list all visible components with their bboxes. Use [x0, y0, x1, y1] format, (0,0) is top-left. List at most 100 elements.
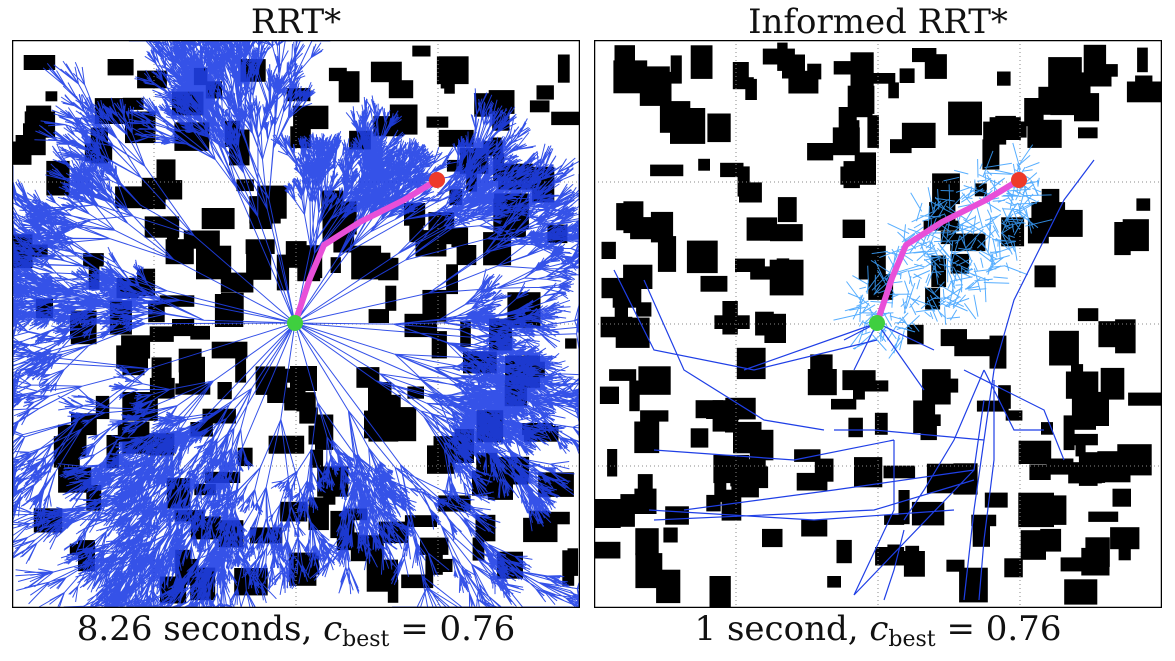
obstacle: [777, 197, 797, 223]
obstacle: [995, 115, 1016, 126]
obstacle: [707, 113, 731, 143]
obstacle: [1100, 367, 1125, 400]
obstacle: [884, 514, 905, 525]
obstacle: [762, 528, 783, 548]
obstacle: [725, 407, 739, 433]
obstacle: [854, 152, 876, 185]
obstacle: [426, 116, 449, 128]
obstacle: [444, 66, 455, 94]
obstacle: [1063, 415, 1075, 451]
obstacle: [165, 239, 194, 265]
tree-branches: [613, 159, 1095, 601]
best-path: [292, 177, 440, 326]
obstacle: [656, 569, 681, 604]
obstacle: [706, 494, 721, 512]
obstacle: [601, 241, 616, 259]
obstacle: [551, 111, 580, 126]
obstacle: [700, 275, 728, 292]
obstacle: [178, 348, 202, 373]
obstacle: [1067, 433, 1098, 446]
obstacle: [883, 465, 916, 479]
obstacle: [1118, 534, 1131, 561]
obstacle: [291, 366, 306, 400]
obstacle: [638, 366, 671, 395]
obstacle: [107, 59, 134, 76]
obstacle: [594, 541, 621, 559]
plot-frame: [594, 40, 1162, 608]
obstacle: [855, 105, 873, 118]
obstacle: [409, 215, 424, 243]
obstacle: [650, 211, 674, 243]
obstacle: [557, 54, 570, 83]
c-symbol: c: [869, 609, 889, 649]
obstacle: [782, 54, 805, 79]
obstacle: [388, 80, 414, 99]
search-tree: [613, 142, 1095, 601]
obstacle: [735, 258, 765, 272]
obstacle: [446, 264, 458, 295]
obstacle: [714, 470, 727, 502]
obstacle: [1135, 75, 1153, 87]
obstacle: [848, 417, 863, 438]
obstacle: [801, 519, 828, 537]
obstacle: [657, 236, 677, 272]
obstacle: [351, 245, 382, 280]
obstacle: [536, 85, 554, 100]
obstacle: [620, 494, 635, 527]
caption-rrt-star: 8.26 seconds, cbest = 0.76: [12, 608, 580, 652]
obstacle: [984, 492, 1008, 508]
obstacle: [385, 285, 397, 311]
start-icon: [869, 315, 885, 331]
obstacle: [842, 370, 876, 391]
obstacle: [911, 501, 945, 526]
obstacle: [875, 547, 905, 566]
tree-branches: [12, 40, 580, 608]
obstacle: [256, 369, 268, 381]
obstacle: [151, 357, 172, 383]
obstacle: [115, 186, 148, 209]
obstacle: [867, 115, 879, 148]
obstacle: [733, 439, 769, 454]
obstacle: [976, 400, 1009, 412]
obstacle: [268, 435, 305, 454]
obstacle: [989, 335, 1007, 369]
caption-value: = 0.76: [389, 609, 516, 649]
obstacle: [122, 97, 144, 110]
obstacle: [637, 474, 653, 501]
obstacle: [116, 345, 148, 369]
obstacle: [562, 550, 575, 586]
obstacle: [1004, 558, 1023, 578]
obstacle: [833, 61, 852, 75]
obstacle: [814, 458, 834, 482]
obstacle: [446, 159, 465, 172]
goal-icon: [1011, 172, 1027, 188]
c-symbol: c: [323, 609, 343, 649]
obstacle: [1047, 209, 1083, 237]
obstacle: [236, 179, 254, 192]
obstacle: [330, 257, 341, 273]
obstacle: [650, 164, 684, 177]
obstacle: [755, 311, 774, 336]
obstacle: [836, 539, 852, 564]
plot-frame: [12, 40, 580, 608]
c-subscript: best: [888, 627, 936, 652]
obstacle: [426, 558, 453, 572]
obstacle: [807, 143, 834, 161]
obstacle: [1136, 198, 1151, 211]
obstacle: [172, 319, 195, 337]
obstacle: [529, 100, 550, 113]
obstacle: [1077, 308, 1099, 322]
obstacle: [926, 463, 957, 494]
obstacle: [827, 576, 841, 588]
obstacle: [1029, 464, 1051, 480]
obstacle: [810, 354, 833, 372]
obstacle: [1083, 44, 1107, 79]
obstacle: [1115, 319, 1136, 354]
obstacle: [600, 316, 633, 338]
obstacle: [214, 294, 244, 327]
obstacle: [922, 369, 951, 405]
obstacle: [1078, 375, 1096, 407]
obstacle: [412, 45, 431, 57]
obstacle: [1060, 557, 1084, 572]
obstacle: [709, 576, 731, 607]
